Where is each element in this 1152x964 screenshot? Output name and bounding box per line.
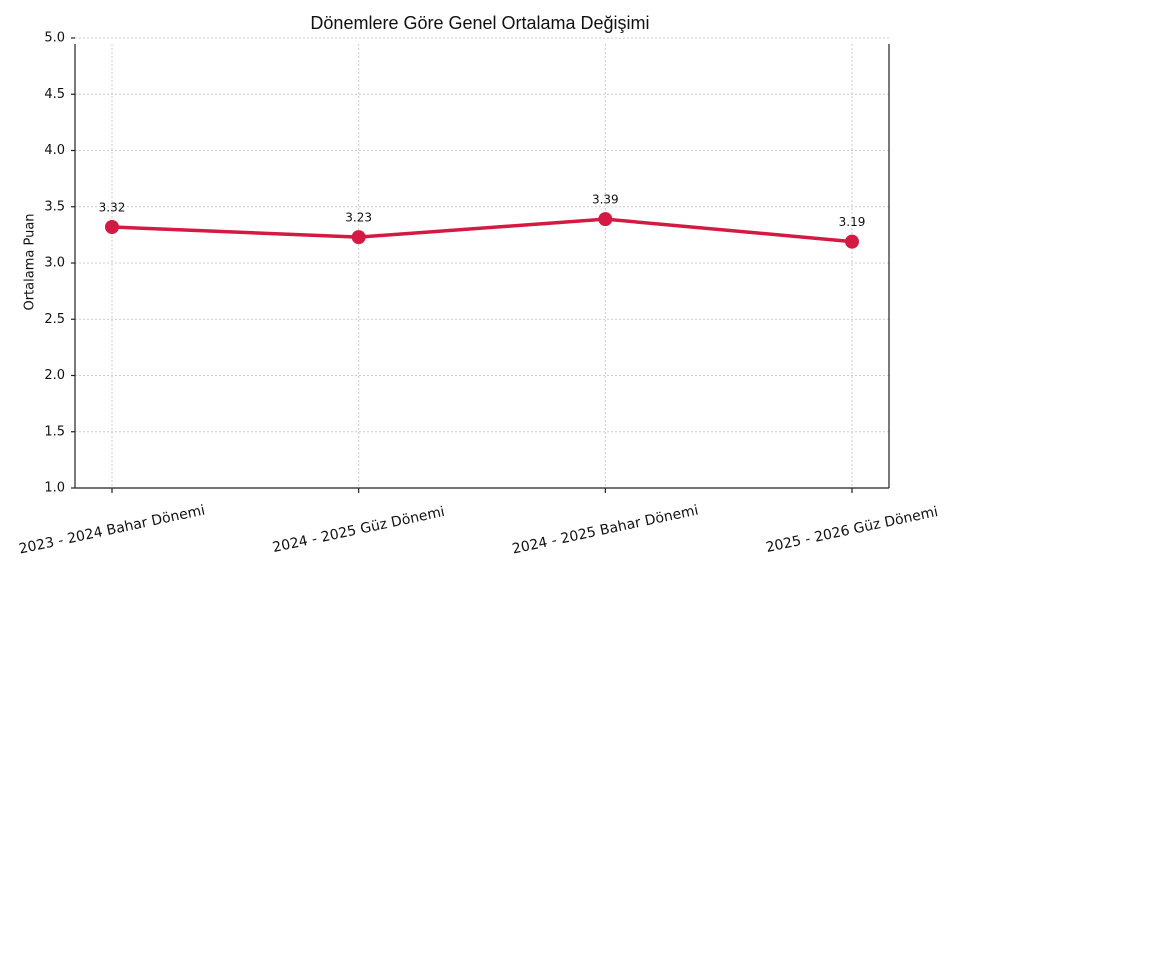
chart-title: Dönemlere Göre Genel Ortalama Değişimi [310,13,649,33]
x-tick-label: 2024 - 2025 Güz Dönemi [271,504,446,556]
y-tick-label: 2.5 [44,312,65,327]
value-label: 3.23 [345,211,372,225]
x-tick-label: 2023 - 2024 Bahar Dönemi [17,502,206,557]
y-tick-label: 3.5 [44,199,65,214]
x-tick-label: 2024 - 2025 Bahar Dönemi [511,502,700,557]
x-tick-label: 2025 - 2026 Güz Dönemi [764,504,939,556]
value-label: 3.19 [839,215,866,229]
y-tick-label: 3.0 [44,256,65,271]
point [351,230,366,245]
y-tick-label: 1.0 [44,481,65,496]
point [105,220,119,234]
y-tick-label: 4.0 [44,143,65,158]
point [845,234,859,249]
y-tick-label: 5.0 [44,31,65,46]
y-tick-label: 1.5 [44,424,65,439]
value-label: 3.32 [99,201,126,215]
y-tick-label: 2.0 [44,368,65,383]
y-tick-label: 4.5 [44,87,65,102]
y-axis-label: Ortalama Puan [23,213,38,310]
line [111,217,853,244]
value-label: 3.39 [592,193,619,207]
point [598,212,613,227]
